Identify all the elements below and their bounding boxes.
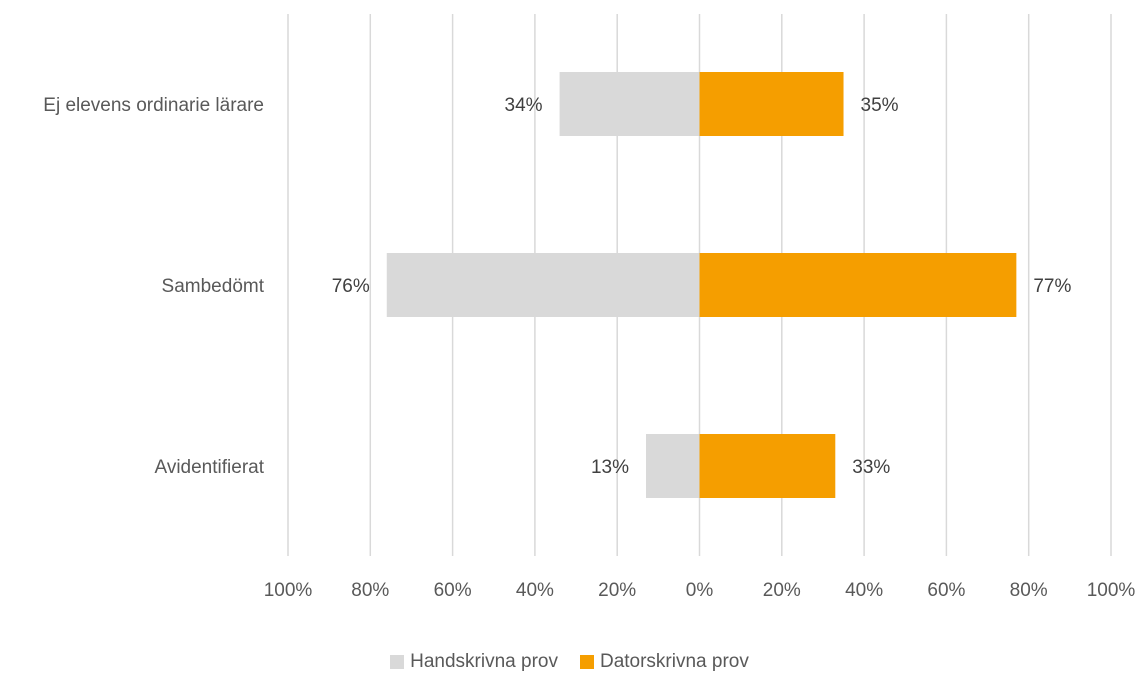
- x-axis-tick-labels: 100% 80% 60% 40% 20% 0% 20% 40% 60% 80% 100%: [264, 580, 1136, 601]
- x-tick-label: 20%: [598, 580, 636, 601]
- x-tick-label: 100%: [1087, 580, 1136, 601]
- data-label: 76%: [332, 276, 370, 297]
- legend-item-datorskrivna: Datorskrivna prov: [579, 651, 749, 673]
- data-label: 35%: [861, 95, 899, 116]
- bar-datorskrivna: [699, 72, 844, 136]
- legend-item-handskrivna: Handskrivna prov: [390, 651, 558, 673]
- data-label: 34%: [505, 95, 543, 116]
- data-label: 33%: [852, 457, 890, 478]
- x-tick-label: 60%: [927, 580, 965, 601]
- x-tick-label: 60%: [434, 580, 472, 601]
- x-tick-label: 40%: [845, 580, 883, 601]
- x-tick-label: 0%: [686, 580, 714, 601]
- legend-swatch-handskrivna: [390, 655, 405, 669]
- legend-label-datorskrivna: Datorskrivna prov: [599, 651, 749, 672]
- bar-handskrivna: [559, 72, 700, 136]
- legend-swatch-datorskrivna: [579, 655, 594, 669]
- data-label: 77%: [1033, 276, 1071, 297]
- x-tick-label: 100%: [264, 580, 313, 601]
- legend: Handskrivna prov Datorskrivna prov: [0, 651, 1139, 673]
- category-label: Ej elevens ordinarie lärare: [43, 95, 264, 116]
- bars: [386, 72, 1017, 498]
- x-tick-label: 40%: [516, 580, 554, 601]
- data-labels: 34% 35% 76% 77% 13% 33%: [332, 95, 1072, 478]
- data-label: 13%: [591, 457, 629, 478]
- x-tick-label: 80%: [351, 580, 389, 601]
- bar-datorskrivna: [699, 434, 836, 498]
- legend-label-handskrivna: Handskrivna prov: [410, 651, 558, 672]
- category-label: Avidentifierat: [155, 457, 265, 478]
- bar-datorskrivna: [699, 253, 1017, 317]
- bar-handskrivna: [386, 253, 700, 317]
- x-tick-label: 80%: [1010, 580, 1048, 601]
- category-labels: Ej elevens ordinarie lärare Sambedömt Avid…: [43, 95, 264, 478]
- bar-handskrivna: [646, 434, 700, 498]
- category-label: Sambedömt: [162, 276, 265, 297]
- x-tick-label: 20%: [763, 580, 801, 601]
